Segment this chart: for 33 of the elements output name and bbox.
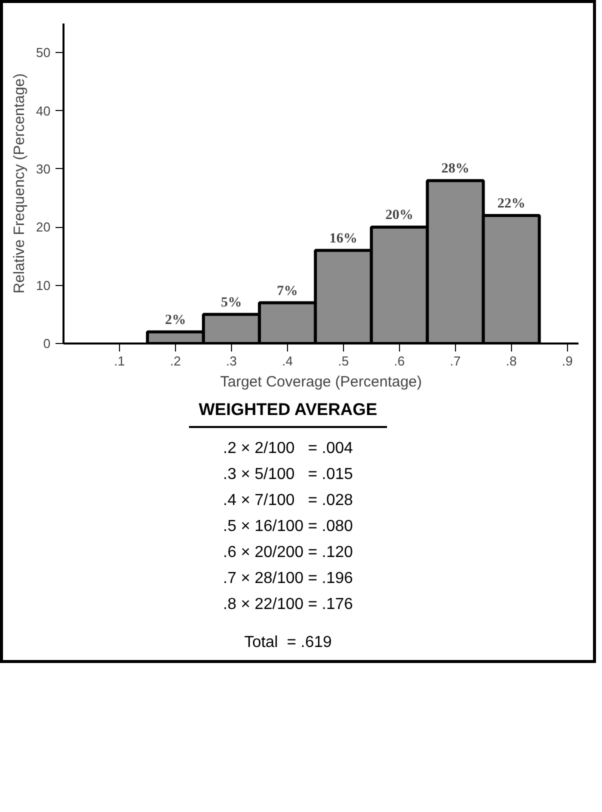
text: .3 × 5/100 = .015 xyxy=(222,465,354,486)
text: WEIGHTED AVERAGE xyxy=(188,398,388,428)
data-label: 16% xyxy=(329,231,358,246)
y-tick-label: 20 xyxy=(36,220,51,235)
text: Total = .619 xyxy=(243,633,333,654)
text: .4 × 7/100 = .028 xyxy=(222,491,354,512)
text: .5 × 16/100 = .080 xyxy=(222,517,354,538)
text: .7 × 28/100 = .196 xyxy=(222,569,354,590)
data-label: 20% xyxy=(385,208,414,224)
x-tick-label: .8 xyxy=(506,354,517,368)
y-axis-title: Relative Frequency (Percentage) xyxy=(11,73,28,294)
data-label: 2% xyxy=(164,312,186,328)
x-axis-title: Target Coverage (Percentage) xyxy=(220,374,422,390)
x-tick-label: .4 xyxy=(282,354,293,368)
y-tick-label: 40 xyxy=(36,103,51,118)
text: .8 × 22/100 = .176 xyxy=(222,595,354,616)
data-label: 5% xyxy=(220,295,242,310)
data-label: 28% xyxy=(441,162,470,177)
data-label: 7% xyxy=(276,284,298,299)
y-tick-label: 50 xyxy=(36,45,51,60)
x-tick-label: .6 xyxy=(394,354,405,368)
data-label: 22% xyxy=(497,196,526,212)
y-tick-label: 10 xyxy=(36,278,51,293)
x-tick-label: .3 xyxy=(226,354,237,368)
y-tick-label: 0 xyxy=(43,336,51,351)
y-tick-label: 30 xyxy=(36,161,51,176)
x-tick-label: .5 xyxy=(338,354,349,368)
x-tick-label: .2 xyxy=(170,354,181,368)
x-tick-label: .7 xyxy=(450,354,461,368)
text: .2 × 2/100 = .004 xyxy=(222,439,354,460)
x-tick-label: .9 xyxy=(562,354,573,368)
text: .6 × 20/200 = .120 xyxy=(222,543,354,564)
x-tick-label: .1 xyxy=(114,354,125,368)
